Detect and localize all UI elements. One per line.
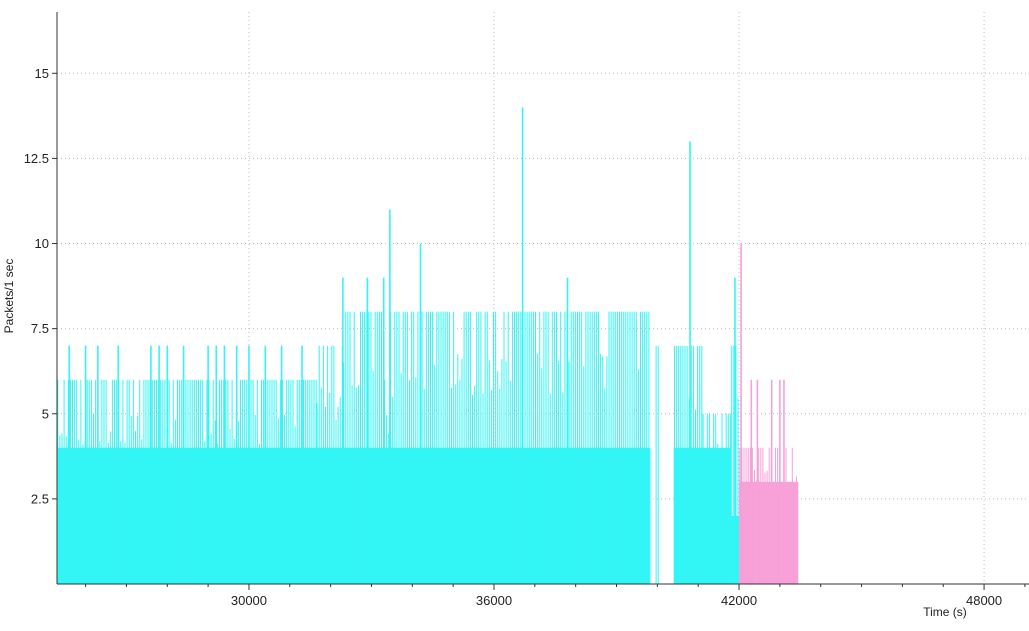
y-tick-label: 10 [35,236,49,251]
x-tick-label: 42000 [721,593,757,608]
x-tick-label: 48000 [966,593,1002,608]
x-tick-label: 30000 [231,593,267,608]
axes-layer [56,12,1029,585]
data-layer [57,107,799,584]
y-tick-label: 5 [42,406,49,421]
x-axis-title: Time (s) [923,605,967,619]
series-2 [739,243,799,584]
series-1-bins [57,311,739,584]
x-tick-label: 36000 [476,593,512,608]
y-tick-label: 7.5 [31,321,49,336]
y-tick-label: 2.5 [31,491,49,506]
y-tick-label: 15 [35,66,49,81]
label-layer: 30000 36000 42000 48000 2.5 5 7.5 10 12.5 15 [24,66,1026,608]
series-1 [57,107,740,584]
y-tick-label: 12.5 [24,151,49,166]
y-axis-title: Packets/1 sec [2,259,16,334]
